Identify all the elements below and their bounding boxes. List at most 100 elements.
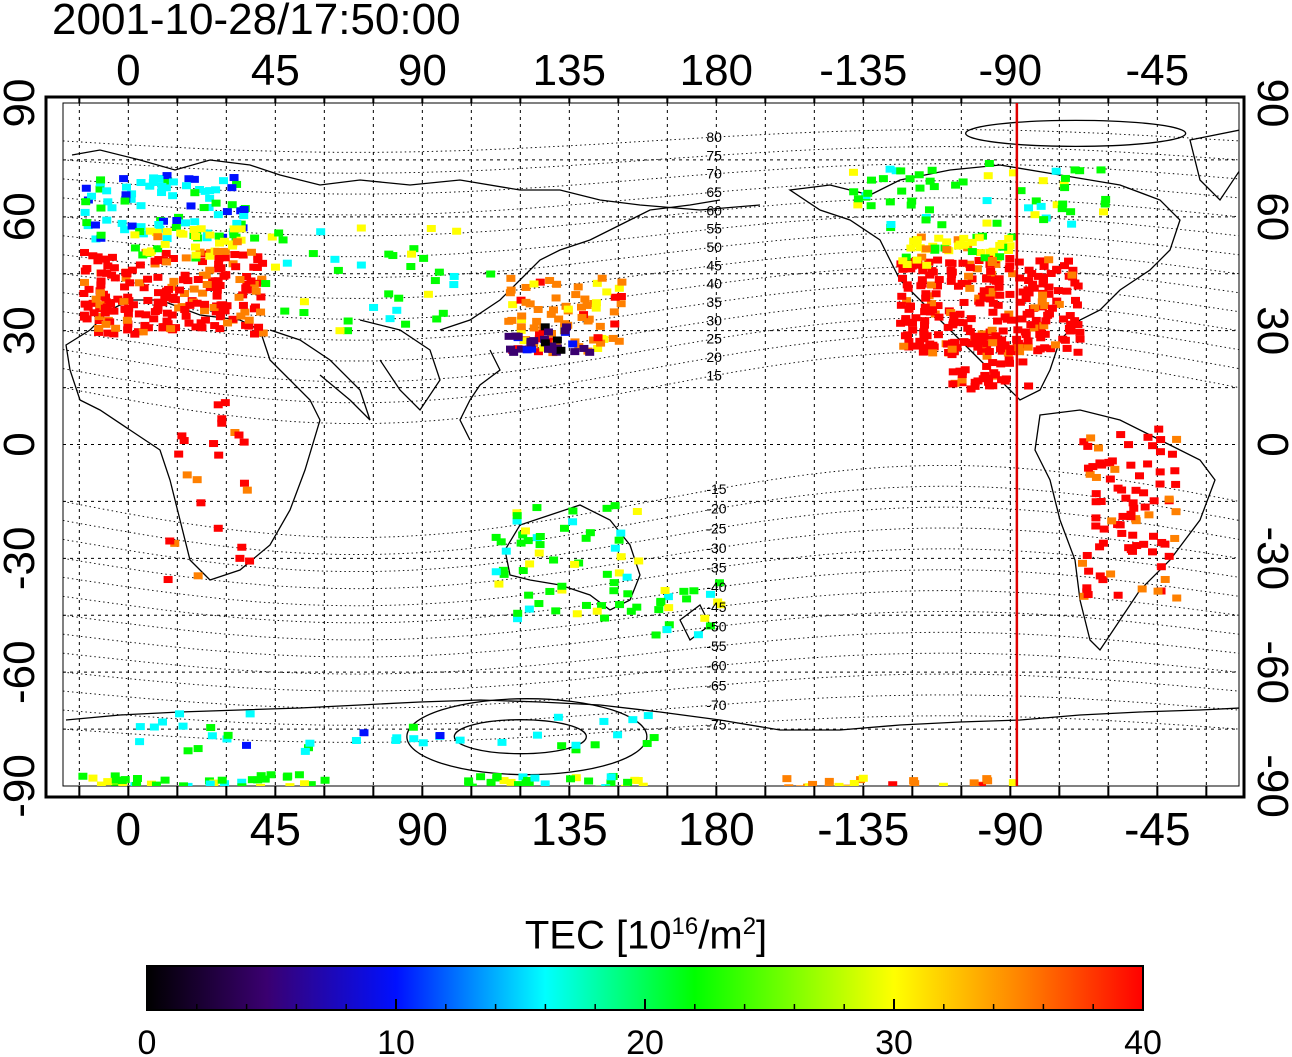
tec-cell <box>1143 433 1153 441</box>
left-lat-label: 60 <box>0 192 44 241</box>
tec-cell <box>1066 208 1076 216</box>
tec-cell <box>518 567 528 575</box>
tec-cell <box>506 778 516 786</box>
tec-cell <box>221 271 231 279</box>
tec-cell <box>1091 514 1101 522</box>
tec-cell <box>1066 320 1076 328</box>
tec-cell <box>520 527 530 535</box>
tec-cell <box>1024 277 1034 285</box>
tec-cell <box>512 517 522 525</box>
tec-cell <box>1044 256 1054 264</box>
tec-cell <box>356 261 366 269</box>
tec-cell <box>171 324 181 332</box>
tec-cell <box>1031 316 1041 324</box>
tec-cell <box>180 271 190 279</box>
tec-cell <box>784 784 794 786</box>
tec-cell <box>1117 529 1127 537</box>
tec-cell <box>231 263 241 271</box>
tec-cell <box>1004 356 1014 364</box>
tec-cell <box>571 291 581 299</box>
tec-cell <box>191 323 201 331</box>
tec-cell <box>987 256 997 264</box>
left-lat-label: 90 <box>0 79 44 128</box>
tec-cell <box>109 307 119 315</box>
tec-cell <box>959 298 969 306</box>
tec-cell <box>486 270 496 278</box>
bottom-lon-label: 180 <box>678 803 755 855</box>
tec-cell <box>930 244 940 252</box>
mag-lat-label: -20 <box>706 501 726 517</box>
tec-cell <box>979 294 989 302</box>
tec-cell <box>157 718 167 726</box>
tec-cell <box>601 784 611 786</box>
tec-cell <box>906 201 916 209</box>
tec-cell <box>198 271 208 279</box>
tec-cell <box>998 327 1008 335</box>
tec-cell <box>220 247 230 255</box>
tec-cell <box>896 319 906 327</box>
tec-cell <box>1024 204 1034 212</box>
tec-cell <box>926 300 936 308</box>
tec-cell <box>997 336 1007 344</box>
tec-cell <box>123 310 133 318</box>
tec-cell <box>951 181 961 189</box>
tec-cell <box>995 291 1005 299</box>
tec-cell <box>1040 330 1050 338</box>
tec-cell <box>1077 559 1087 567</box>
tec-cell <box>130 244 140 252</box>
tec-cell <box>929 343 939 351</box>
tec-cell <box>988 339 998 347</box>
tec-cell <box>896 167 906 175</box>
tec-cell <box>900 332 910 340</box>
bottom-lon-label: 90 <box>397 803 448 855</box>
tec-cell <box>1099 208 1109 216</box>
tec-cell <box>148 178 158 186</box>
tec-cell <box>560 327 570 335</box>
tec-cell <box>1113 591 1123 599</box>
tec-cell <box>89 309 99 317</box>
tec-cell <box>947 268 957 276</box>
tec-cell <box>351 736 361 744</box>
tec-cell <box>1015 274 1025 282</box>
mag-lat-label: 80 <box>706 129 722 145</box>
tec-cell <box>181 182 191 190</box>
tec-cell <box>215 282 225 290</box>
tec-cell <box>888 781 898 786</box>
tec-cell <box>616 300 626 308</box>
tec-cell <box>205 780 215 786</box>
tec-cell <box>1083 591 1093 599</box>
mag-lat-contour <box>63 464 1239 538</box>
tec-cell <box>214 232 224 240</box>
tec-cell <box>256 772 266 780</box>
tec-cell <box>964 272 974 280</box>
tec-cell <box>600 614 610 622</box>
tec-cell <box>93 257 103 265</box>
tec-cell <box>223 731 233 739</box>
tec-cell <box>1101 195 1111 203</box>
tec-cell <box>962 280 972 288</box>
tec-cell <box>103 329 113 337</box>
tec-cell <box>189 285 199 293</box>
tec-cell <box>1075 328 1085 336</box>
tec-cell <box>103 778 113 786</box>
tec-cell <box>990 371 1000 379</box>
tec-cell <box>154 289 164 297</box>
tec-cell <box>993 317 1003 325</box>
tec-cell <box>967 248 977 256</box>
tec-cell <box>1018 288 1028 296</box>
tec-cell <box>1044 290 1054 298</box>
tec-cell <box>591 299 601 307</box>
tec-cell <box>1038 177 1048 185</box>
tec-cell <box>220 254 230 262</box>
tec-cell <box>96 231 106 239</box>
tec-cell <box>1167 450 1177 458</box>
tec-cell <box>209 440 219 448</box>
tec-cell <box>535 541 545 549</box>
tec-cell <box>546 310 556 318</box>
tec-cell <box>216 264 226 272</box>
tec-cell <box>908 326 918 334</box>
tec-cell <box>135 228 145 236</box>
tec-cell <box>1041 317 1051 325</box>
tec-cell <box>615 601 625 609</box>
tec-cell <box>534 549 544 557</box>
